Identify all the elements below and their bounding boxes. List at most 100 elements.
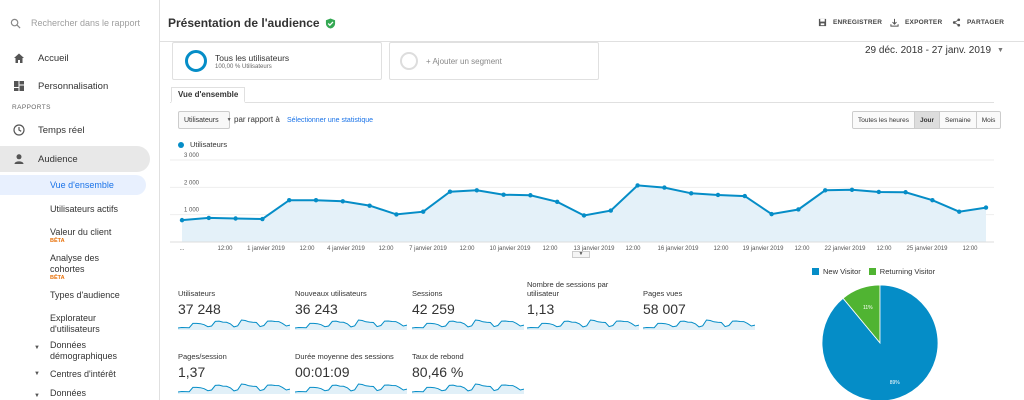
- data-point: [447, 189, 453, 194]
- subitem-label: Valeur du client: [50, 227, 112, 237]
- segment-title: Tous les utilisateurs: [215, 52, 290, 63]
- report-search[interactable]: Rechercher dans le rapport: [10, 14, 150, 32]
- empty-segment-ring: [400, 52, 418, 70]
- metric-card[interactable]: Pages vues 58 007: [643, 289, 755, 337]
- search-placeholder: Rechercher dans le rapport: [31, 18, 141, 28]
- pie-slice-label: 11%: [863, 305, 873, 311]
- sidebar-item-realtime[interactable]: Temps réel: [0, 117, 150, 143]
- add-segment-button[interactable]: + Ajouter un segment: [389, 42, 599, 80]
- data-point: [313, 197, 319, 203]
- users-line-chart[interactable]: 1 000 2 000 3 000... 12:00 1 janvier 2019 12:…: [170, 150, 994, 254]
- metric-value: 00:01:09: [295, 364, 350, 380]
- metric-card[interactable]: Nouveaux utilisateurs 36 243: [295, 289, 407, 337]
- data-point: [528, 193, 533, 198]
- sparkline-fill: [295, 384, 407, 394]
- sparkline-line: [412, 383, 524, 393]
- granularity-week[interactable]: Semaine: [940, 112, 977, 128]
- person-icon: [4, 153, 34, 165]
- data-point: [608, 208, 613, 213]
- sparkline-fill: [527, 320, 639, 330]
- metric-card[interactable]: Sessions 42 259: [412, 289, 524, 337]
- segment-all-users[interactable]: Tous les utilisateurs 100,00 % Utilisate…: [172, 42, 382, 80]
- metric-value: 36 243: [295, 301, 338, 317]
- series-area: [182, 185, 986, 242]
- sidebar-subitem-audience-types[interactable]: Types d'audience: [50, 290, 120, 300]
- granularity-month[interactable]: Mois: [976, 112, 1001, 128]
- metric-select[interactable]: Utilisateurs ▼: [178, 111, 232, 129]
- export-button[interactable]: EXPORTER: [890, 18, 942, 27]
- data-point: [340, 199, 345, 204]
- report-header: Présentation de l'audience ENREGISTRER E…: [160, 0, 1024, 42]
- y-tick-label: 1 000: [184, 208, 200, 214]
- metric-value: 58 007: [643, 301, 686, 317]
- x-tick-label: 12:00: [794, 246, 810, 252]
- expand-caret-icon[interactable]: ▼: [34, 371, 40, 377]
- granularity-day[interactable]: Jour: [914, 112, 941, 128]
- x-tick-label: 4 janvier 2019: [327, 246, 365, 252]
- x-tick-label: 12:00: [962, 246, 978, 252]
- verified-shield-icon: [325, 17, 335, 29]
- chart-scroll-handle[interactable]: ▼: [572, 251, 590, 258]
- expand-caret-icon[interactable]: ▼: [34, 393, 40, 399]
- metric-card[interactable]: Taux de rebond 80,46 %: [412, 352, 524, 400]
- data-point: [796, 207, 801, 212]
- data-point: [983, 205, 989, 210]
- metric-card[interactable]: Utilisateurs 37 248: [178, 289, 290, 337]
- metric-sparkline: [295, 383, 407, 394]
- metric-label: Durée moyenne des sessions: [295, 352, 394, 361]
- sidebar-subitem-active-users[interactable]: Utilisateurs actifs: [50, 204, 119, 214]
- data-point: [930, 197, 935, 203]
- sidebar-subitem-demographics[interactable]: Données démographiques: [50, 340, 118, 361]
- x-tick-label: 1 janvier 2019: [247, 246, 285, 252]
- expand-caret-icon[interactable]: ▼: [34, 345, 40, 351]
- legend-returning-visitor: Returning Visitor: [879, 267, 936, 276]
- metric-select-value: Utilisateurs: [184, 116, 219, 124]
- sidebar-subitem-lifetime-value[interactable]: Valeur du client BÊTA: [50, 227, 140, 244]
- y-tick-label: 2 000: [184, 180, 200, 186]
- sparkline-fill: [412, 320, 524, 330]
- x-tick-label: 25 janvier 2019: [906, 246, 948, 252]
- sparkline-fill: [295, 320, 407, 330]
- legend-new-visitor: New Visitor: [823, 267, 861, 276]
- select-statistic-link[interactable]: Sélectionner une statistique: [287, 117, 373, 124]
- data-point: [769, 211, 774, 217]
- sidebar-item-audience[interactable]: Audience: [0, 146, 150, 172]
- metric-card[interactable]: Durée moyenne des sessions 00:01:09: [295, 352, 407, 400]
- sparkline-fill: [412, 384, 524, 394]
- sidebar-subitem-overview[interactable]: Vue d'ensemble: [0, 175, 146, 195]
- chevron-down-icon: ▼: [997, 47, 1004, 54]
- date-range-picker[interactable]: 29 déc. 2018 - 27 janv. 2019 ▼: [865, 45, 1004, 56]
- clock-icon: [4, 124, 34, 136]
- sidebar-subitem-interests[interactable]: Centres d'intérêt: [50, 369, 116, 379]
- save-button[interactable]: ENREGISTRER: [818, 18, 882, 27]
- page-title: Présentation de l'audience: [168, 16, 336, 30]
- sidebar-subitem-data[interactable]: Données: [50, 388, 87, 398]
- granularity-toggle: Toutes les heures Jour Semaine Mois: [852, 111, 1002, 129]
- legend-swatch-new: [812, 268, 819, 275]
- data-point: [957, 209, 962, 214]
- x-tick-label: ...: [179, 246, 184, 252]
- metric-label: Pages vues: [643, 289, 683, 298]
- metric-value: 1,37: [178, 364, 206, 380]
- metric-label: Taux de rebond: [412, 352, 464, 361]
- metric-value: 80,46 %: [412, 364, 464, 380]
- sidebar-item-home[interactable]: Accueil: [0, 45, 150, 71]
- sidebar-item-customization[interactable]: Personnalisation: [0, 73, 150, 99]
- sidebar-subitem-user-explorer[interactable]: Explorateur d'utilisateurs: [50, 313, 100, 334]
- metric-card[interactable]: Nombre de sessions par utilisateur 1,13: [527, 280, 639, 328]
- sparkline-line: [527, 319, 639, 329]
- tab-overview[interactable]: Vue d'ensemble: [171, 87, 246, 103]
- pie-slice-new-visitor: [821, 284, 939, 400]
- page-title-text: Présentation de l'audience: [168, 16, 320, 30]
- visitor-type-pie-chart[interactable]: 11% 89%: [820, 283, 940, 400]
- data-point: [715, 192, 721, 198]
- metric-sparkline: [295, 319, 407, 330]
- granularity-hourly[interactable]: Toutes les heures: [853, 112, 915, 128]
- sparkline-line: [178, 383, 290, 393]
- chart-legend: Utilisateurs: [178, 140, 227, 149]
- share-button[interactable]: PARTAGER: [952, 18, 1004, 27]
- sparkline-line: [412, 319, 524, 329]
- compare-label: par rapport à: [234, 115, 280, 124]
- sidebar-subitem-cohort-analysis[interactable]: Analyse des cohortes BÊTA: [50, 253, 120, 281]
- metric-card[interactable]: Pages/session 1,37: [178, 352, 290, 400]
